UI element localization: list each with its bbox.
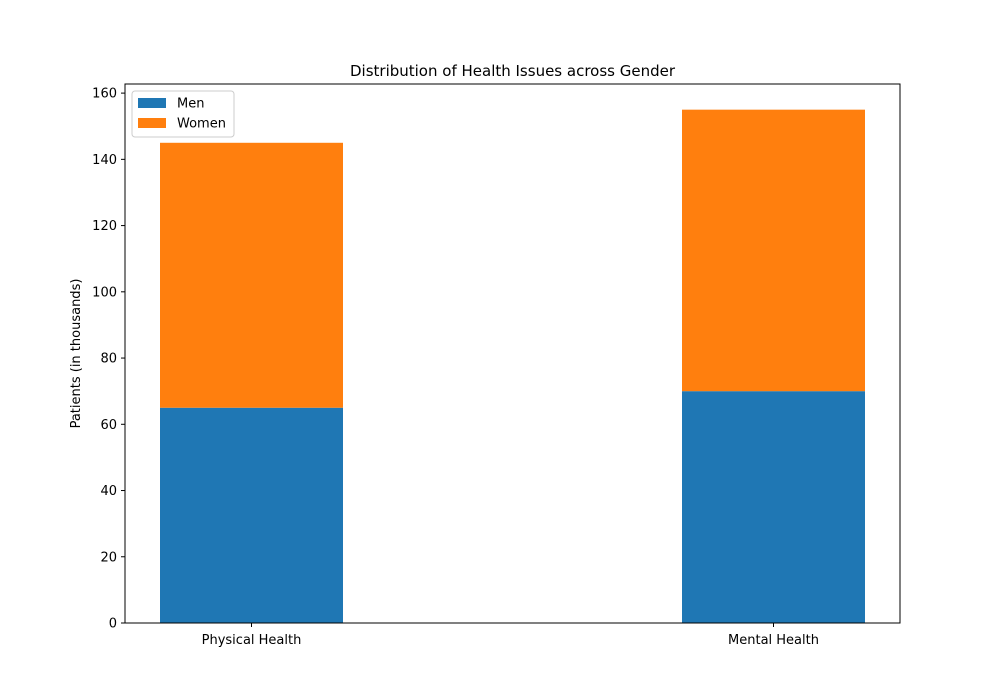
y-axis-ticks: 0 20 40 60 80 100 120 140 160 <box>92 87 125 632</box>
legend-swatch-men <box>138 98 166 108</box>
y-tick-label: 140 <box>92 153 117 168</box>
y-tick-label: 100 <box>92 285 117 300</box>
y-tick-label: 60 <box>100 418 117 433</box>
legend-label-men: Men <box>177 97 204 112</box>
bar-men-physical-health <box>160 407 343 623</box>
y-tick-label: 120 <box>92 219 117 234</box>
plot-frame <box>124 83 901 624</box>
y-tick-label: 20 <box>100 550 117 565</box>
bar-women-physical-health <box>160 142 343 408</box>
legend-swatch-women <box>138 118 166 128</box>
y-tick-label: 80 <box>100 352 117 367</box>
legend: Men Women <box>131 90 235 138</box>
x-tick-label: Mental Health <box>728 633 819 648</box>
x-tick-label: Physical Health <box>202 633 302 648</box>
y-tick-label: 0 <box>109 617 117 632</box>
x-axis-ticks: Physical Health Mental Health <box>202 623 819 648</box>
bar-women-mental-health <box>682 109 865 392</box>
legend-label-women: Women <box>177 117 226 132</box>
bar-men-mental-health <box>682 391 865 623</box>
y-axis-label: Patients (in thousands) <box>69 279 84 429</box>
chart-title: Distribution of Health Issues across Gen… <box>350 62 676 80</box>
y-tick-label: 40 <box>100 484 117 499</box>
y-tick-label: 160 <box>92 87 117 102</box>
bars-layer <box>160 109 865 623</box>
